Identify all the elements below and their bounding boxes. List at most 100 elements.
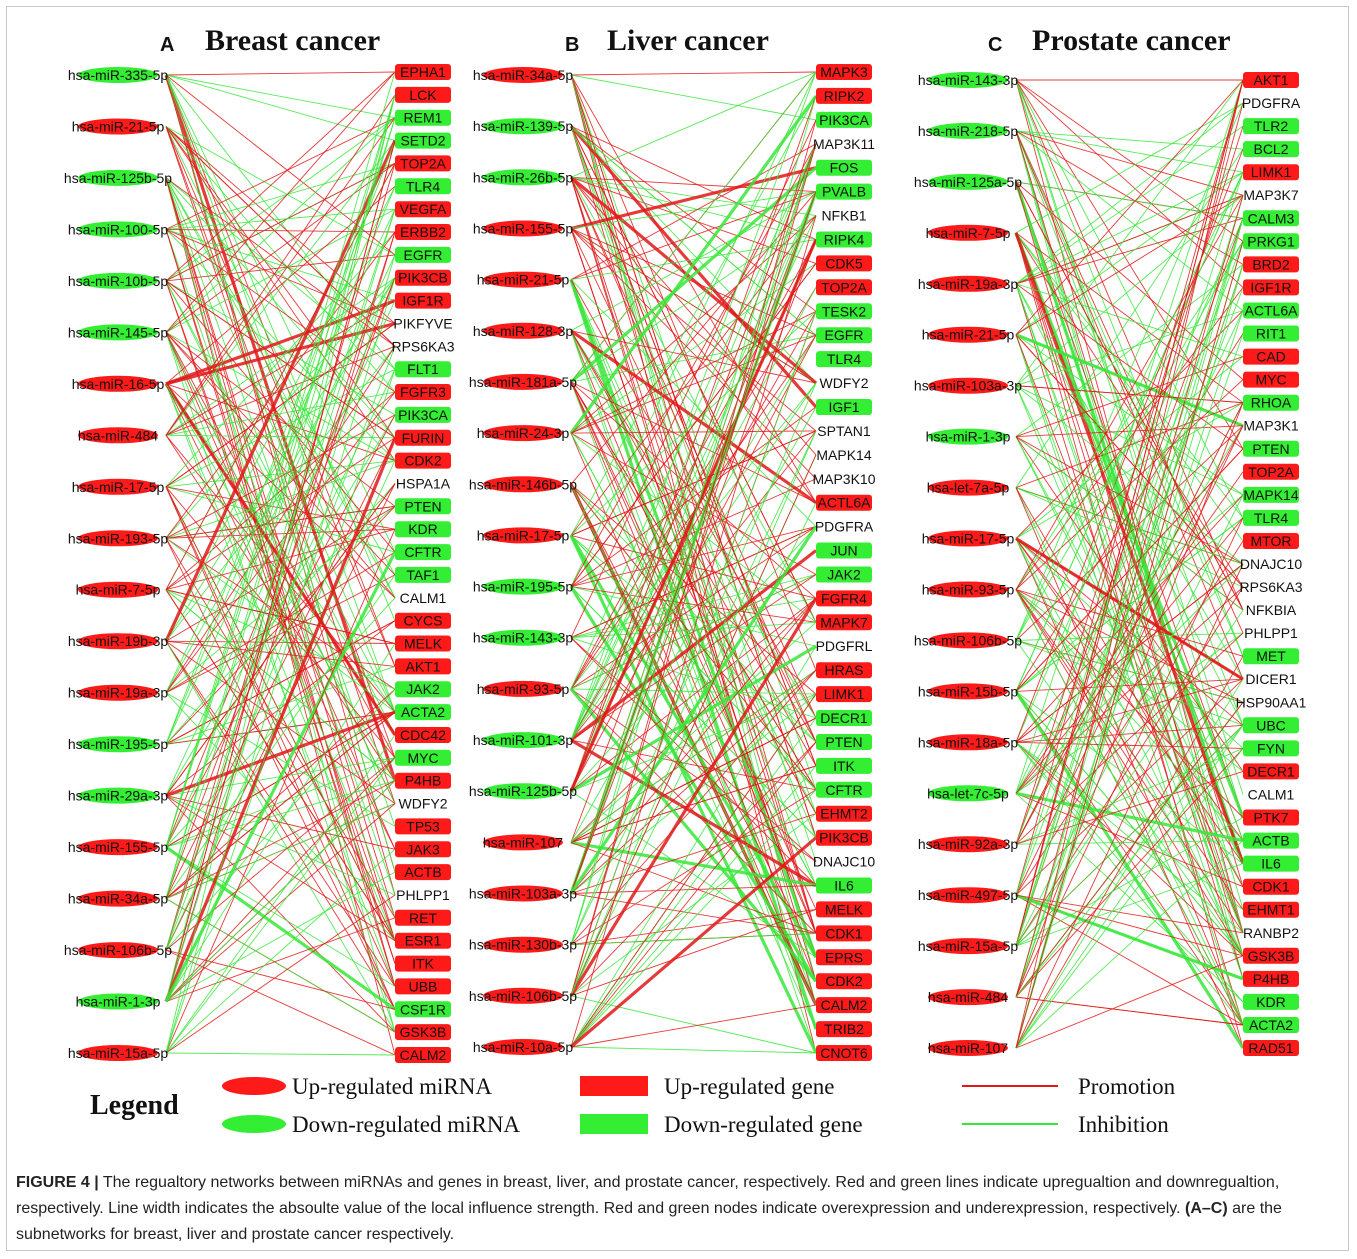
gene-node-shape (816, 590, 872, 607)
edge-inhibition (165, 346, 396, 642)
mirna-node: hsa-miR-100-5p (68, 221, 168, 238)
mirna-node: hsa-let-7c-5p (927, 785, 1009, 802)
panel-b-letter: B (565, 34, 579, 56)
gene-node: REM1 (395, 109, 451, 126)
edge-inhibition (1015, 334, 1244, 427)
gene-node-label: LIMK1 (1251, 164, 1292, 180)
gene-node-shape (1243, 279, 1299, 296)
mirna-node: hsa-miR-19b-3p (68, 633, 169, 650)
gene-node: CAD (1243, 348, 1299, 365)
edge-promotion (570, 228, 817, 958)
edge-inhibition (1015, 563, 1244, 794)
gene-node-shape (816, 255, 872, 272)
mirna-node-shape (928, 275, 1008, 292)
gene-node-label: CDK1 (1252, 879, 1290, 895)
edge-inhibition (165, 94, 396, 899)
gene-node-shape (1243, 233, 1299, 250)
mirna-node: hsa-miR-484 (928, 989, 1008, 1006)
gene-node: PIK3CA (395, 406, 451, 423)
gene-node-shape (1243, 993, 1299, 1010)
gene-node-label: FURIN (402, 430, 445, 446)
edge-inhibition (165, 140, 396, 436)
edge-inhibition (1015, 79, 1244, 657)
gene-node-shape (816, 805, 872, 822)
gene-node-label: RPS6KA3 (391, 338, 454, 354)
mirna-node-label: hsa-miR-193-5p (68, 530, 169, 546)
edge-promotion (165, 229, 396, 964)
mirna-node: hsa-miR-143-3p (473, 629, 573, 646)
gene-node-label: TAF1 (406, 567, 439, 583)
edge-promotion (165, 299, 396, 386)
gene-node: PTEN (1243, 440, 1299, 457)
gene-node-shape (395, 1024, 451, 1041)
gene-node: PTEN (816, 734, 872, 750)
gene-node-shape (1243, 970, 1299, 987)
gene-node: ERBB2 (395, 224, 451, 240)
gene-node-shape (395, 932, 451, 949)
mirna-node-label: hsa-miR-19b-3p (68, 633, 169, 649)
edge-inhibition (1015, 241, 1244, 641)
edge-promotion (570, 738, 817, 887)
gene-node: PIK3CB (395, 269, 451, 286)
mirna-node-shape (483, 885, 563, 902)
gene-node-label: MAPK3 (820, 64, 868, 80)
edge-promotion (569, 597, 818, 997)
edge-inhibition (1015, 840, 1244, 845)
edge-inhibition (1015, 494, 1244, 692)
gene-node-shape (1243, 855, 1299, 872)
gene-node-label: IL6 (1261, 856, 1281, 872)
gene-node-label: FGFR3 (400, 384, 446, 400)
gene-node: ITK (816, 757, 872, 774)
edge-promotion (570, 334, 817, 434)
gene-node: SPTAN1 (817, 423, 871, 439)
edge-inhibition (165, 460, 396, 951)
edge-inhibition (165, 74, 396, 553)
gene-node: JAK3 (395, 841, 451, 858)
mirna-node-shape (928, 224, 1008, 241)
edge-inhibition (165, 734, 396, 1054)
gene-node-shape (395, 818, 451, 835)
gene-node-label: CDK1 (825, 925, 863, 941)
edge-inhibition (1015, 102, 1244, 285)
gene-node-label: AKT1 (1253, 72, 1288, 88)
mirna-node-shape (78, 890, 158, 907)
edge-inhibition (165, 208, 396, 230)
gene-node-label: PIKFYVE (393, 316, 452, 332)
edge-inhibition (165, 898, 396, 1033)
mirna-node-label: hsa-miR-15a-5p (68, 1045, 169, 1061)
gene-node: PHLPP1 (396, 887, 450, 903)
gene-node: CALM1 (1248, 787, 1295, 803)
gene-node-shape (1243, 1017, 1299, 1033)
gene-node-shape (395, 704, 451, 721)
gene-node: FLT1 (395, 361, 451, 378)
edge-inhibition (165, 369, 396, 1054)
mirna-node-shape (483, 1039, 563, 1055)
edge-inhibition (570, 430, 817, 996)
gene-node: IL6 (816, 877, 872, 894)
mirna-node-label: hsa-miR-92a-3p (918, 836, 1019, 852)
mirna-node: hsa-miR-181a-5p (469, 373, 577, 390)
gene-node-label: PIK3CB (819, 830, 869, 846)
edge-promotion (570, 239, 817, 894)
gene-node: PTEN (395, 498, 451, 515)
gene-node: IL6 (1243, 855, 1299, 872)
legend: Legend Up-regulated miRNA Down-regulated… (90, 1074, 1176, 1137)
edge-promotion (165, 795, 396, 1033)
edge-inhibition (1015, 130, 1244, 173)
edge-promotion (165, 757, 396, 1002)
edge-promotion (165, 94, 396, 436)
gene-node: RPS6KA3 (391, 338, 454, 354)
gene-node: RIPK2 (816, 87, 872, 104)
edge-inhibition (1015, 172, 1244, 896)
edge-inhibition (165, 231, 396, 488)
edge-inhibition (1015, 79, 1244, 794)
edge-inhibition (165, 117, 396, 333)
gene-node-label: MAPK14 (816, 447, 871, 463)
gene-node-shape (1243, 72, 1299, 88)
edge-promotion (165, 640, 396, 667)
edge-promotion (165, 163, 396, 333)
network-edges (164, 71, 1245, 1056)
edge-inhibition (165, 368, 396, 488)
mirna-node: hsa-miR-17-5p (477, 527, 570, 544)
edge-inhibition (1015, 494, 1244, 947)
